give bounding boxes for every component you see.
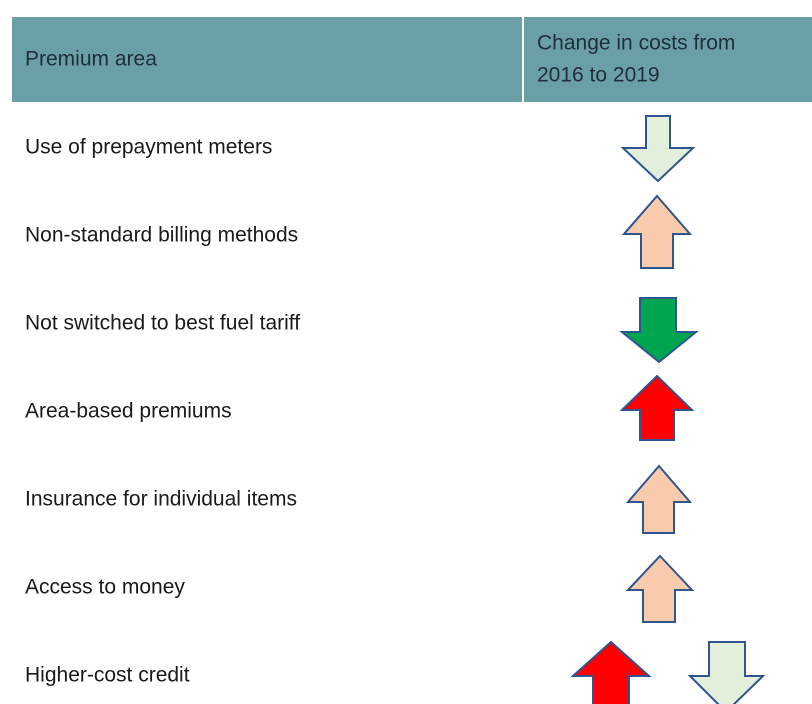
down-arrow [620, 115, 696, 183]
row-label: Not switched to best fuel tariff [25, 312, 300, 335]
header-text: 2016 to 2019 [537, 64, 660, 87]
row-label: Higher-cost credit [25, 664, 190, 687]
row-label: Use of prepayment meters [25, 136, 272, 159]
row-label: Insurance for individual items [25, 488, 297, 511]
up-arrow [570, 640, 652, 704]
down-arrow [687, 641, 766, 704]
header-cell [12, 17, 522, 102]
down-arrow [619, 297, 699, 364]
up-arrow [625, 554, 695, 623]
header: Premium area Change in costs from 2016 t… [12, 17, 812, 102]
up-arrow [625, 464, 693, 534]
row-label: Non-standard billing methods [25, 224, 298, 247]
row-label: Access to money [25, 576, 185, 599]
rows: Use of prepayment meters Non-standard bi… [25, 136, 300, 687]
header-cell [524, 17, 812, 102]
arrows [570, 115, 766, 704]
row-label: Area-based premiums [25, 400, 232, 423]
header-text: Change in costs from [537, 32, 735, 55]
up-arrow [621, 194, 693, 269]
up-arrow [619, 374, 695, 441]
header-text: Premium area [25, 48, 157, 71]
